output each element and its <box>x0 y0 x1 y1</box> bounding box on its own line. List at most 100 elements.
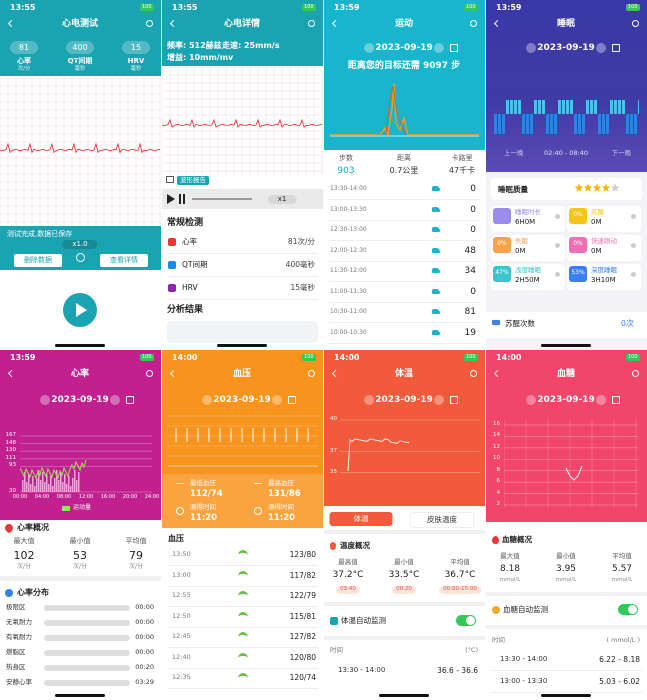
share-button[interactable] <box>632 370 639 377</box>
row-divider <box>329 240 480 241</box>
activity-bar <box>60 472 62 492</box>
next-day-button[interactable] <box>596 43 606 53</box>
row-time: 11:30-12:00 <box>330 267 367 274</box>
calendar-button[interactable] <box>288 396 296 404</box>
stat-label: 最小值 <box>394 558 414 566</box>
calendar-button[interactable] <box>450 396 458 404</box>
header-background <box>162 0 323 66</box>
sleep-quality-label: 睡眠质量 <box>498 185 528 194</box>
metric-badge <box>66 41 94 54</box>
sleep-stage-block <box>514 100 517 114</box>
y-tick-label: 10 <box>493 455 500 462</box>
tab-selected[interactable]: 体温 <box>329 512 393 526</box>
quality-card <box>491 178 642 200</box>
gauge-icon <box>238 652 248 659</box>
y-tick-label: 130 <box>5 447 17 454</box>
delete-button[interactable]: 删除数据 <box>14 254 62 267</box>
row-value: 36.6 - 36.6 <box>437 666 478 675</box>
row-time: 11:00-11:30 <box>330 287 367 295</box>
section-title: 血压 <box>168 534 184 543</box>
calendar-button[interactable] <box>450 44 458 52</box>
share-button[interactable] <box>146 20 153 27</box>
details-button[interactable]: 查看详情 <box>100 254 148 267</box>
sleep-range: 02:40 - 08:40 <box>544 149 588 157</box>
date: 2023-09-19 <box>537 395 595 405</box>
next-day-button[interactable] <box>596 395 606 405</box>
pulse-icon <box>176 483 184 489</box>
row-divider <box>491 692 642 693</box>
date: 2023-09-19 <box>375 43 433 53</box>
previous-day-button[interactable] <box>202 395 212 405</box>
shoe-icon <box>432 247 440 253</box>
status-time: 14:00 <box>496 353 522 362</box>
activity-bar <box>38 470 40 492</box>
zone-label: 无氧耐力 <box>6 618 32 626</box>
calendar-button[interactable] <box>612 396 620 404</box>
section-divider <box>324 602 485 606</box>
play-icon <box>76 303 87 317</box>
ecg-chart <box>162 67 323 175</box>
next-day-button[interactable] <box>110 395 120 405</box>
share-button[interactable] <box>632 20 639 27</box>
x-tick-label: 00:00 <box>12 494 28 500</box>
status-time: 14:00 <box>334 353 360 362</box>
next-day-button[interactable] <box>272 395 282 405</box>
metric-unit: 次/分 <box>17 66 31 72</box>
stat-value: 33.5°C <box>388 570 420 580</box>
share-button[interactable] <box>470 20 477 27</box>
pause-icon[interactable] <box>179 194 185 204</box>
stage-percent: 47% <box>495 269 509 276</box>
activity-bar <box>32 476 34 492</box>
play-icon[interactable] <box>167 194 175 204</box>
sleep-stage-block <box>630 114 633 134</box>
previous-day-button[interactable] <box>526 395 536 405</box>
share-button[interactable] <box>470 370 477 377</box>
rating-star <box>592 183 602 192</box>
tab[interactable]: 皮肤温度 <box>410 512 474 528</box>
previous-day-button[interactable] <box>526 43 536 53</box>
metric-label: HRV <box>127 57 145 65</box>
previous-day-button[interactable] <box>364 395 374 405</box>
stat-time: 03:40 <box>336 586 360 594</box>
next-day-button[interactable] <box>434 43 444 53</box>
stat-value: 53 <box>73 549 87 562</box>
row-time: 12:00-12:30 <box>330 246 367 254</box>
zone-duration: 00:00 <box>135 648 154 656</box>
section-divider <box>324 530 485 534</box>
speed-control[interactable]: x1.0 <box>62 240 98 249</box>
column-header: ( mmol/L ) <box>606 636 640 644</box>
speed-control[interactable]: x1 <box>267 195 297 204</box>
calendar-button[interactable] <box>126 396 134 404</box>
row-divider <box>329 199 480 200</box>
sleep-stage-block <box>582 114 585 134</box>
next-day-button[interactable] <box>434 395 444 405</box>
sleep-stage-block <box>614 100 617 114</box>
stage-label: 浅度睡眠 <box>515 266 541 274</box>
metric-unit: 毫秒 <box>130 66 142 72</box>
row-divider <box>329 219 480 221</box>
y-tick-label: 35 <box>330 468 337 475</box>
info-dot <box>631 272 636 277</box>
reset-button[interactable] <box>76 253 85 262</box>
share-button[interactable] <box>308 370 315 377</box>
home-indicator <box>55 694 105 697</box>
phone-screen: 13:59 100 睡眠 2023-09-19 上一晚 02:40 - 08:40 下一晚睡… <box>486 0 647 350</box>
calendar-button[interactable] <box>612 44 620 52</box>
info-dot <box>555 243 560 248</box>
sleep-stage-block <box>494 114 497 134</box>
shoe-icon <box>432 288 440 294</box>
previous-day-button[interactable] <box>40 395 50 405</box>
bed-icon <box>492 320 500 325</box>
previous-day-button[interactable] <box>364 43 374 53</box>
thermometer-icon <box>330 542 336 550</box>
y-tick-label: 30 <box>9 488 16 494</box>
x-tick-label: 16:00 <box>100 494 116 500</box>
home-indicator <box>217 344 267 347</box>
share-button[interactable] <box>146 370 153 377</box>
ecg-parameter: 频率: 512赫兹 <box>167 41 222 50</box>
share-button[interactable] <box>308 20 315 27</box>
row-divider <box>167 276 318 277</box>
y-tick-label: 37 <box>330 447 337 454</box>
row-time: 12:55 <box>172 591 191 599</box>
row-steps: 0 <box>470 184 476 194</box>
